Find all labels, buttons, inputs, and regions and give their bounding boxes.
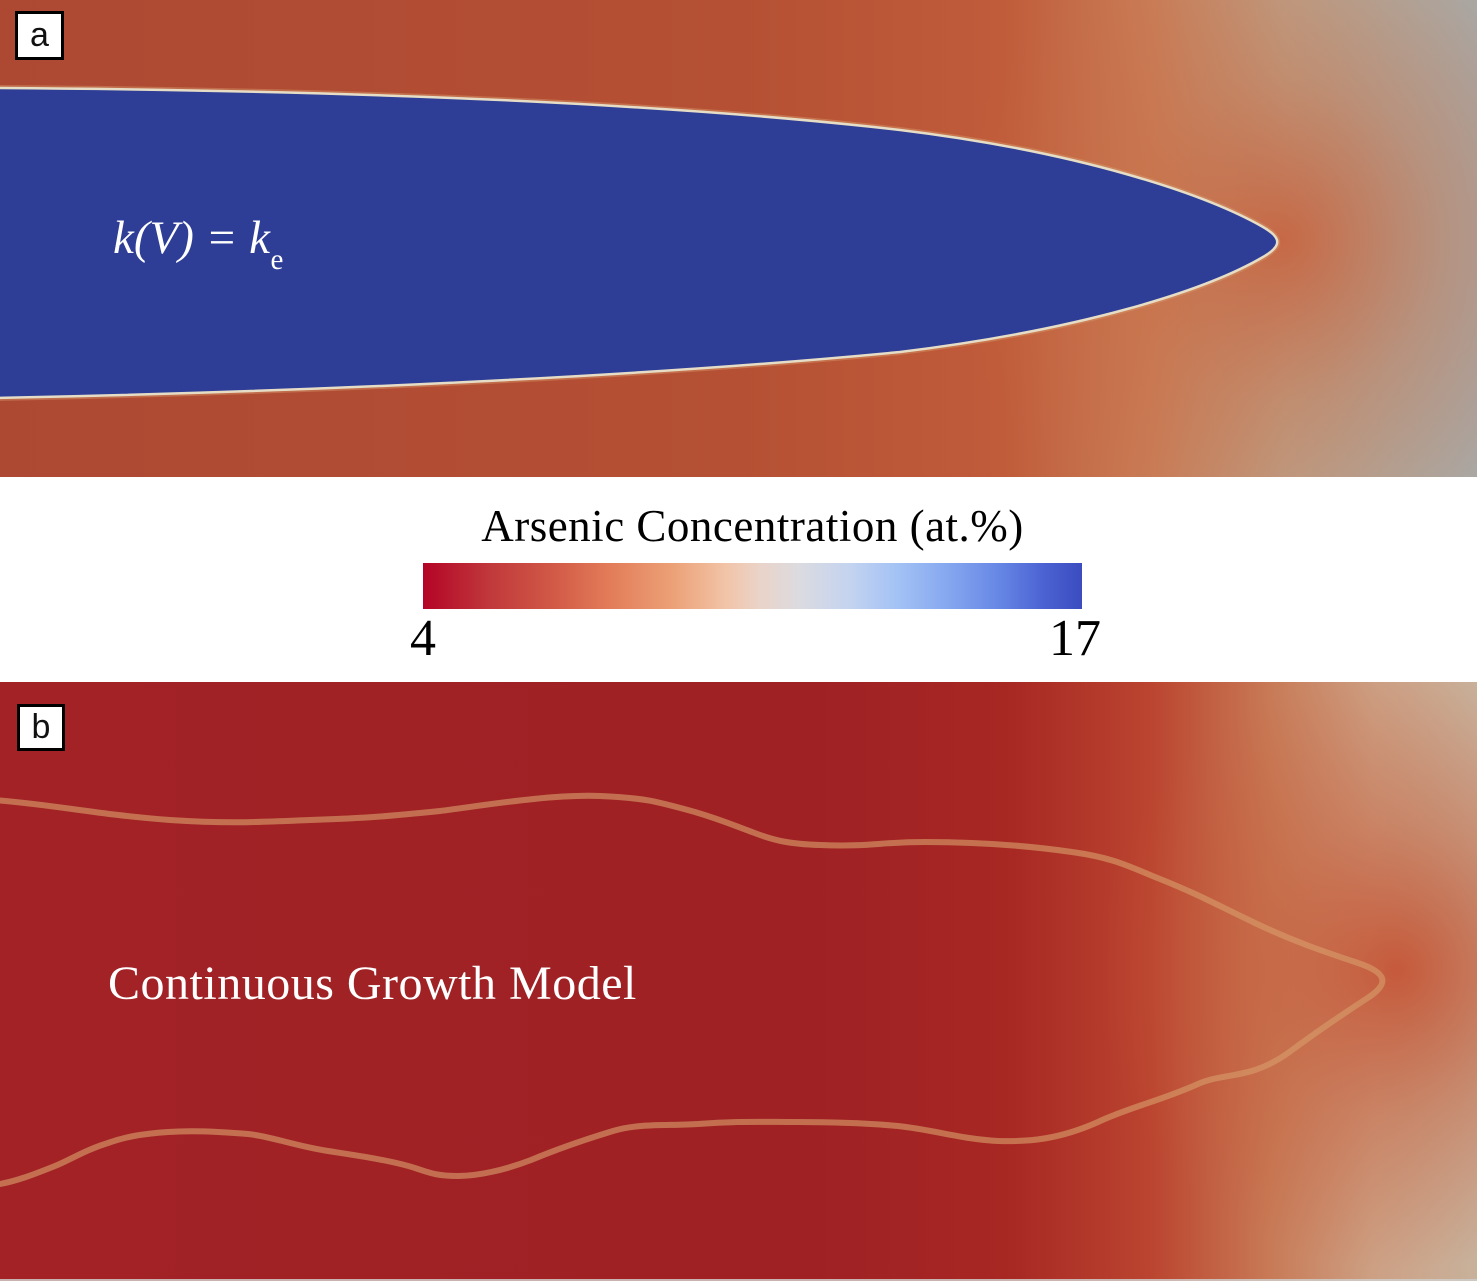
panel-b-letter: b: [31, 708, 51, 746]
figure-bottom-edge-line: [0, 1279, 1477, 1281]
panel-a-heatmap: [0, 0, 1477, 477]
colorbar-gradient-bar: [423, 563, 1082, 609]
panel-b-heatmap: [0, 682, 1477, 1281]
panel-b-canvas: [0, 682, 1477, 1281]
colorbar-max-label: 17: [1049, 610, 1101, 667]
panel-a-canvas: [0, 0, 1477, 477]
panel-b-letter-box: b: [17, 704, 65, 751]
panel-a-letter: a: [30, 16, 49, 54]
colorbar-min-label: 4: [410, 610, 436, 667]
panel-b-tip-concentration-halo: [0, 682, 1477, 1281]
panel-a-annotation: k(V) = ke: [113, 211, 283, 274]
panel-a-letter-box: a: [15, 11, 64, 60]
panel-a-annotation-subscript: e: [270, 243, 284, 276]
panel-a-annotation-main: k(V) = k: [113, 212, 270, 264]
colorbar-title: Arsenic Concentration (at.%): [481, 501, 1024, 551]
panel-a-droplet-shape: [0, 86, 1279, 400]
panel-b-annotation: Continuous Growth Model: [108, 957, 637, 1010]
